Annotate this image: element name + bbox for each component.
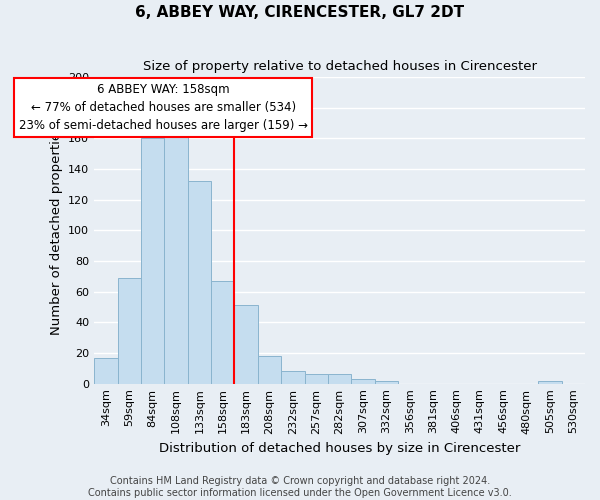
Text: 6, ABBEY WAY, CIRENCESTER, GL7 2DT: 6, ABBEY WAY, CIRENCESTER, GL7 2DT bbox=[136, 5, 464, 20]
Bar bbox=[164, 134, 188, 384]
Text: 6 ABBEY WAY: 158sqm
← 77% of detached houses are smaller (534)
23% of semi-detac: 6 ABBEY WAY: 158sqm ← 77% of detached ho… bbox=[19, 83, 308, 132]
Y-axis label: Number of detached properties: Number of detached properties bbox=[50, 126, 62, 336]
Bar bbox=[328, 374, 351, 384]
Bar bbox=[374, 380, 398, 384]
Bar bbox=[94, 358, 118, 384]
Bar bbox=[141, 138, 164, 384]
Text: Contains HM Land Registry data © Crown copyright and database right 2024.
Contai: Contains HM Land Registry data © Crown c… bbox=[88, 476, 512, 498]
Bar bbox=[118, 278, 141, 384]
Bar bbox=[235, 306, 258, 384]
Bar bbox=[305, 374, 328, 384]
X-axis label: Distribution of detached houses by size in Cirencester: Distribution of detached houses by size … bbox=[159, 442, 520, 455]
Bar bbox=[281, 372, 305, 384]
Bar bbox=[351, 379, 374, 384]
Bar bbox=[188, 181, 211, 384]
Bar bbox=[211, 281, 235, 384]
Bar bbox=[258, 356, 281, 384]
Title: Size of property relative to detached houses in Cirencester: Size of property relative to detached ho… bbox=[143, 60, 536, 73]
Bar bbox=[538, 380, 562, 384]
